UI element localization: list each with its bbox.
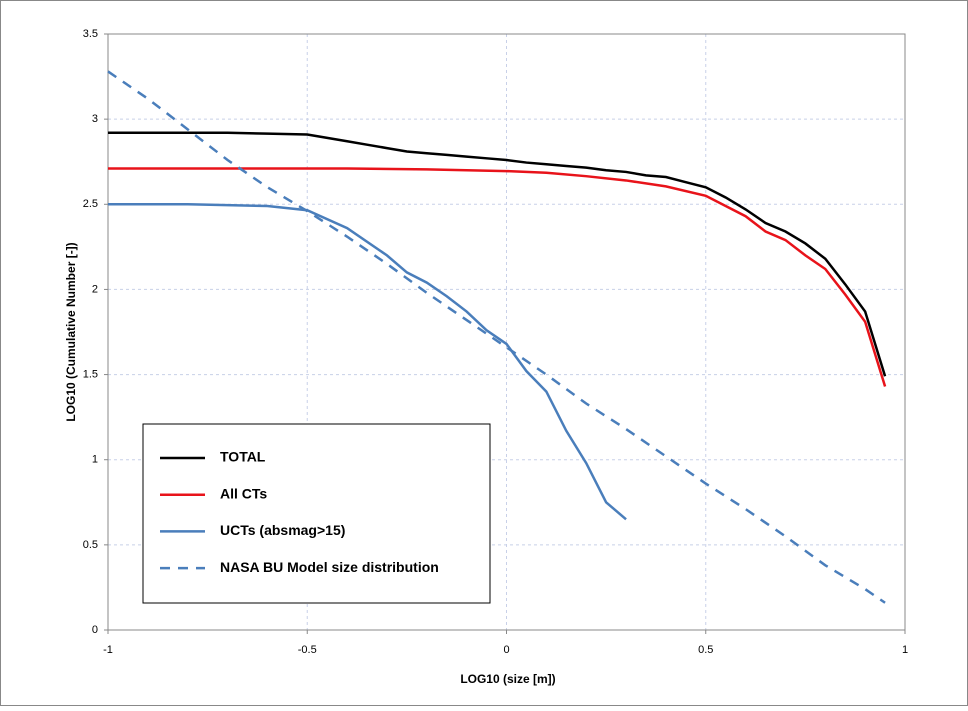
data-line — [108, 167, 887, 387]
y-tick-label: 3 — [92, 113, 98, 125]
y-tick-label: 2 — [92, 283, 98, 295]
y-axis-label: LOG10 (Cumulative Number [-]) — [64, 242, 78, 421]
x-tick-label: 0 — [503, 644, 509, 656]
y-tick-label: 3.5 — [83, 28, 98, 40]
legend-label: TOTAL — [220, 449, 266, 465]
x-tick-label: 1 — [902, 644, 908, 656]
data-line — [108, 203, 627, 521]
x-tick-label: 0.5 — [698, 644, 713, 656]
x-axis-label: LOG10 (size [m]) — [460, 672, 555, 686]
data-line — [107, 70, 886, 604]
data-line — [108, 131, 887, 377]
y-tick-label: 0.5 — [83, 539, 98, 551]
legend-label: All CTs — [220, 485, 267, 501]
y-tick-label: 1 — [92, 454, 98, 466]
legend-box — [142, 423, 491, 604]
x-tick-label: -1 — [103, 644, 113, 656]
y-tick-label: 2.5 — [83, 198, 98, 210]
plot-frame — [107, 33, 906, 631]
y-tick-label: 1.5 — [83, 368, 98, 380]
legend-label: NASA BU Model size distribution — [220, 559, 439, 575]
y-tick-label: 0 — [92, 624, 98, 636]
legend-label: UCTs (absmag>15) — [220, 522, 345, 538]
x-tick-label: -0.5 — [298, 644, 317, 656]
